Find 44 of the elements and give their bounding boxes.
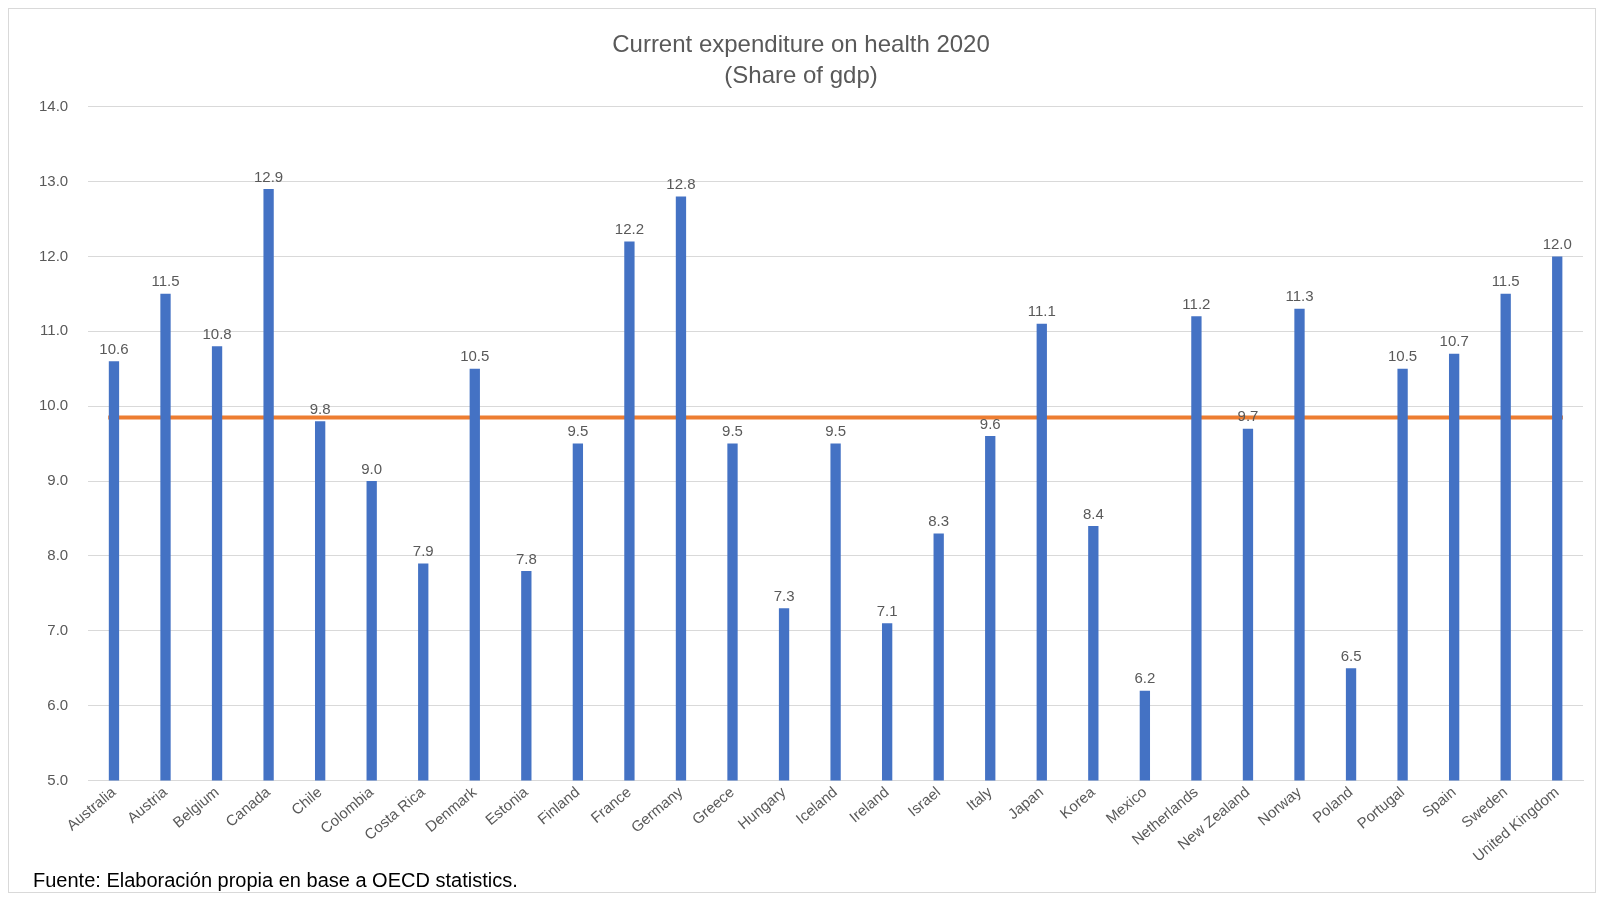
data-label: 7.8 [515,549,537,567]
data-label: 9.5 [825,422,847,440]
data-label: 9.6 [979,414,1001,432]
y-tick-label: 12.0 [38,246,69,264]
y-tick-label: 9.0 [47,471,69,489]
data-label: 11.3 [1285,287,1314,305]
data-label: 9.0 [361,459,383,477]
data-label: 10.6 [99,339,129,357]
data-label: 7.3 [773,587,795,604]
data-label: 10.8 [202,324,232,342]
x-tick-label: Italy [962,782,996,814]
source-note: Fuente: Elaboración propia en base a OECD statistics. [32,869,519,892]
data-label: 7.9 [412,542,434,560]
data-label: 9.5 [722,422,743,440]
y-tick-label: 13.0 [38,171,69,189]
data-label: 9.5 [567,422,589,440]
data-label: 6.2 [1134,669,1156,687]
y-tick-label: 11.0 [40,321,69,339]
data-label: 11.5 [1491,272,1520,290]
data-label: 6.5 [1340,646,1362,664]
data-label: 8.3 [928,512,950,530]
y-tick-label: 7.0 [47,620,69,638]
data-label: 12.2 [614,220,645,238]
data-label: 10.7 [1439,332,1469,350]
data-label: 12.8 [666,175,696,193]
chart-subtitle: (Share of gdp) [724,60,878,88]
chart-title: Current expenditure on health 2020 [612,30,990,58]
y-tick-label: 10.0 [38,396,69,414]
data-label: 10.5 [460,347,490,365]
y-tick-label: 5.0 [47,770,69,788]
data-label: 11.5 [151,272,180,290]
data-label: 8.4 [1082,504,1104,522]
data-label: 9.7 [1237,407,1259,425]
y-tick-label: 6.0 [47,695,69,713]
y-tick-label: 8.0 [47,546,69,564]
data-label: 12.0 [1542,235,1572,253]
data-label: 9.8 [309,399,331,417]
data-label: 12.9 [254,167,284,185]
data-label: 10.5 [1387,347,1418,365]
data-label: 7.1 [876,601,898,619]
data-label: 11.2 [1182,294,1211,312]
data-label: 11.1 [1027,302,1056,320]
y-tick-label: 14.0 [38,96,69,114]
x-tick-label: Chile [287,782,325,818]
